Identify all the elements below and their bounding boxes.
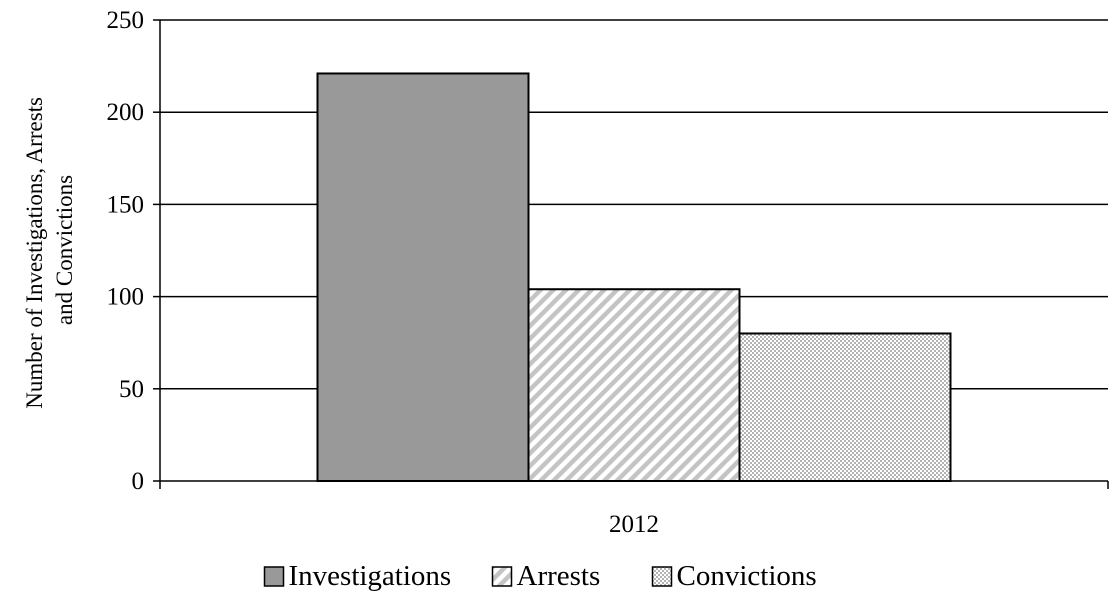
bar-arrests bbox=[527, 288, 741, 482]
legend-label-arrests: Arrests bbox=[517, 560, 601, 592]
y-tick-label: 200 bbox=[107, 99, 145, 126]
legend-item-investigations: Investigations bbox=[263, 560, 452, 592]
y-tick-label: 250 bbox=[107, 7, 145, 34]
y-tick-label: 100 bbox=[107, 284, 145, 311]
y-tick-label: 0 bbox=[132, 468, 145, 495]
axes bbox=[153, 19, 1109, 489]
legend-label-convictions: Convictions bbox=[677, 560, 817, 592]
bars bbox=[316, 72, 952, 483]
y-tick-label: 50 bbox=[119, 376, 144, 403]
legend-item-arrests: Arrests bbox=[491, 560, 601, 592]
bar-investigations bbox=[316, 72, 530, 482]
legend-label-investigations: Investigations bbox=[289, 560, 452, 592]
bar-convictions bbox=[738, 332, 952, 483]
y-axis-label-line-1: Number of Investigations, Arrests bbox=[22, 97, 47, 409]
legend-swatch-investigations bbox=[263, 566, 285, 587]
y-tick-labels: 0 50 100 150 200 250 bbox=[107, 7, 145, 495]
legend-item-convictions: Convictions bbox=[651, 560, 817, 592]
legend-swatch-convictions bbox=[651, 566, 673, 587]
legend: Investigations Arrests Convictions bbox=[263, 560, 817, 592]
y-axis-label: Number of Investigations, Arrests and Co… bbox=[22, 91, 77, 408]
y-axis-label-line-2: and Convictions bbox=[52, 175, 77, 325]
y-tick-label: 150 bbox=[107, 191, 145, 218]
legend-swatch-arrests bbox=[491, 566, 513, 587]
x-category-label: 2012 bbox=[609, 511, 659, 538]
